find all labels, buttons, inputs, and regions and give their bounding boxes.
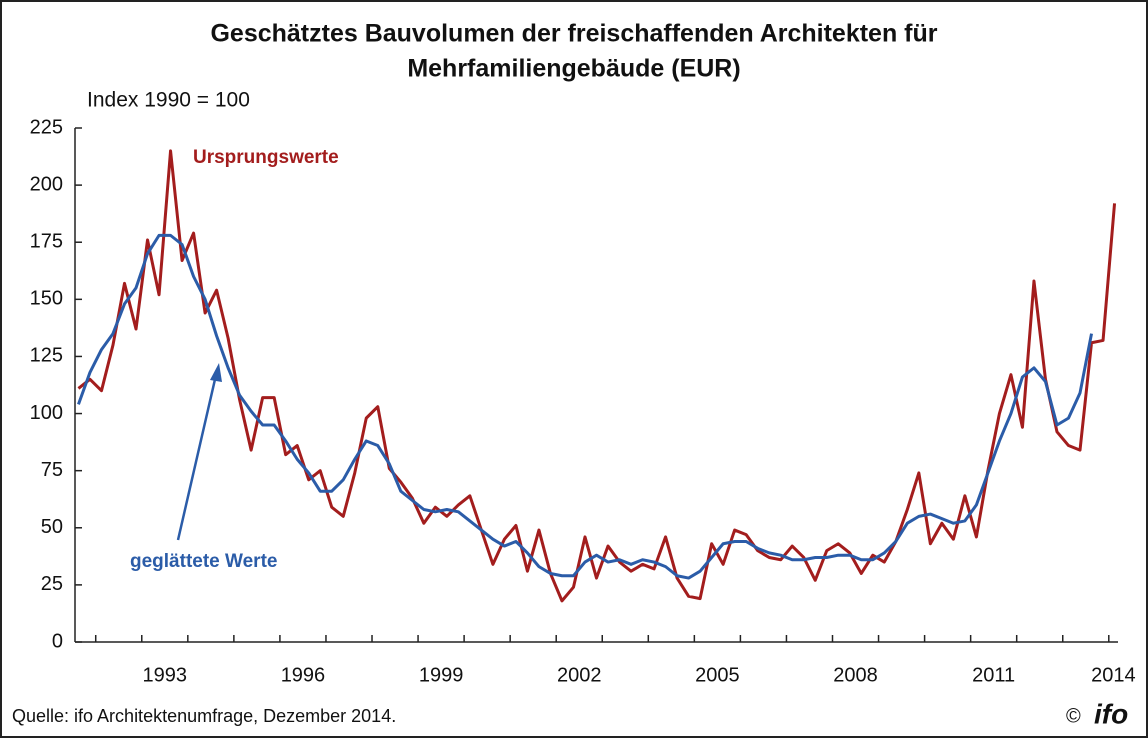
x-tick-label: 2005 [695, 664, 740, 686]
x-tick-label: 1993 [143, 664, 188, 686]
y-tick-label: 150 [30, 288, 63, 310]
y-tick-label: 200 [30, 173, 63, 195]
annotation: Ursprungswerte [193, 147, 339, 168]
x-tick-label: 2014 [1091, 664, 1136, 686]
x-tick-label: 2008 [833, 664, 878, 686]
chart-title: Mehrfamiliengebäude (EUR) [407, 55, 740, 83]
line-series [77, 149, 1117, 603]
y-tick-label: 75 [41, 459, 63, 481]
copyright: © [1066, 705, 1081, 727]
logo: ifo [1094, 698, 1128, 729]
x-tick-label: 1996 [281, 664, 326, 686]
line-series [77, 233, 1093, 580]
y-tick-label: 175 [30, 231, 63, 253]
annotation: geglättete Werte [130, 551, 277, 572]
subtitle: Index 1990 = 100 [87, 89, 250, 112]
y-tick-label: 225 [30, 116, 63, 138]
x-tick-label: 1999 [419, 664, 464, 686]
y-tick-label: 125 [30, 345, 63, 367]
x-tick-label: 2002 [557, 664, 602, 686]
y-tick-label: 25 [41, 573, 63, 595]
y-tick-label: 100 [30, 402, 63, 424]
annotation-arrow [176, 374, 218, 541]
arrow-head [210, 363, 222, 382]
y-tick-label: 0 [52, 630, 63, 652]
y-tick-label: 50 [41, 516, 63, 538]
x-tick-label: 2011 [972, 664, 1015, 686]
source: Quelle: ifo Architektenumfrage, Dezember… [12, 706, 396, 726]
chart-title: Geschätztes Bauvolumen der freischaffend… [210, 20, 937, 48]
